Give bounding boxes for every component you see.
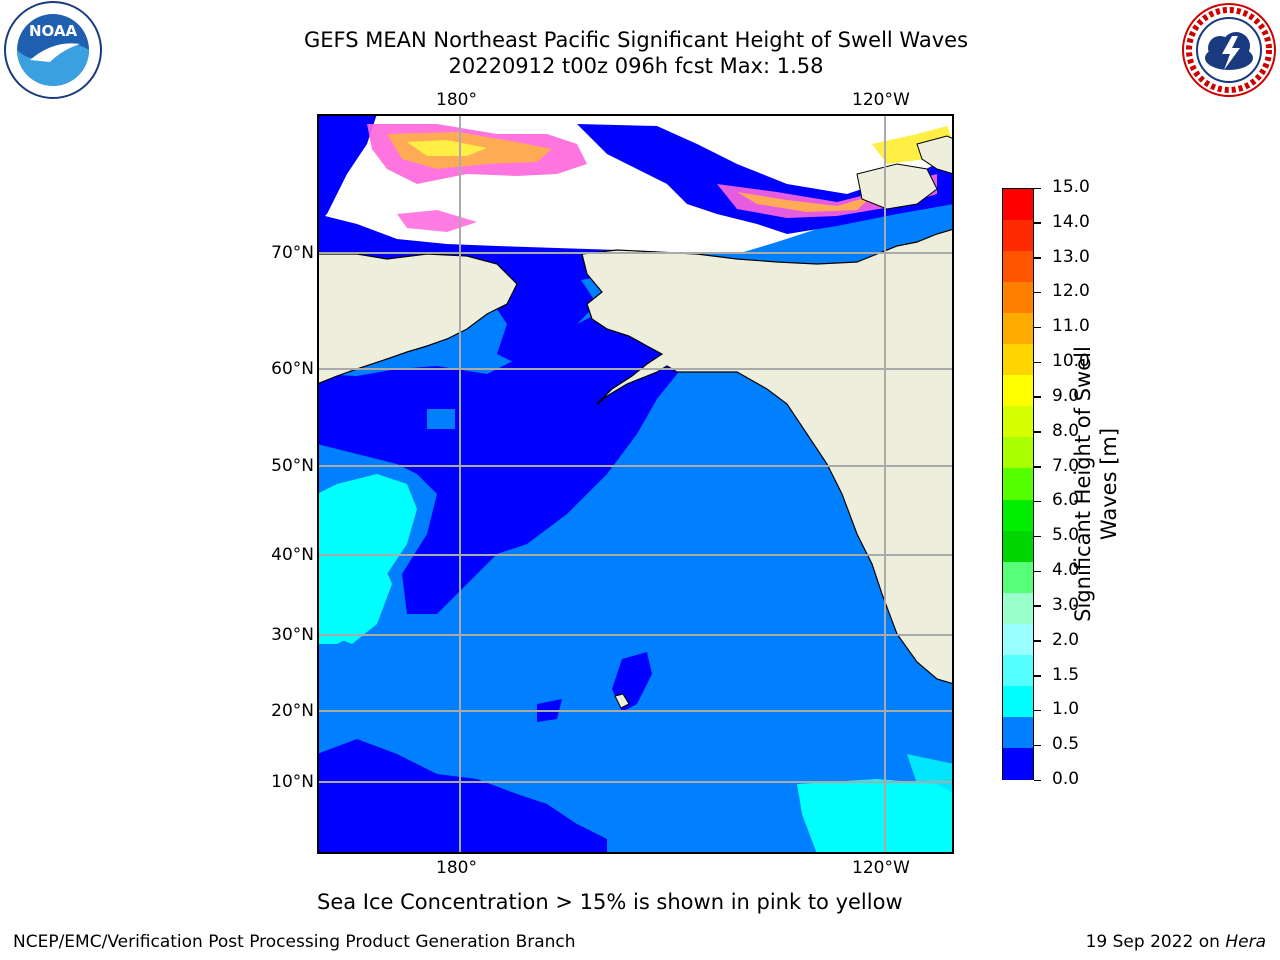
nws-logo	[1178, 0, 1280, 100]
colorbar-label-line1: Significant Height of Swell	[1071, 346, 1095, 622]
lat-label-10n: 10°N	[271, 772, 314, 792]
colorbar-segment	[1003, 499, 1033, 532]
lat-label-70n: 70°N	[271, 243, 314, 263]
colorbar-tick-label: 7.0	[1052, 455, 1080, 476]
lat-label-50n: 50°N	[271, 456, 314, 476]
colorbar-tick-mark	[1034, 744, 1041, 747]
sea-ice-orange-east	[737, 192, 872, 212]
colorbar-tick-label: 6.0	[1052, 490, 1080, 511]
colorbar-segment	[1003, 375, 1033, 408]
colorbar-tick-label: 5.0	[1052, 525, 1080, 546]
lat-label-20n: 20°N	[271, 701, 314, 721]
colorbar-tick-label: 4.0	[1052, 560, 1080, 581]
lat-label-40n: 40°N	[271, 545, 314, 565]
arctic-island-1	[856, 163, 938, 210]
colorbar-fill	[1003, 189, 1033, 781]
colorbar-tick-label: 1.5	[1052, 664, 1080, 685]
colorbar-tick-mark	[1034, 222, 1041, 224]
south-low-band	[317, 739, 607, 854]
lat-label-30n: 30°N	[271, 625, 314, 645]
swell-high-southeast-2	[907, 754, 954, 794]
colorbar-segment	[1003, 716, 1033, 750]
colorbar-tick-mark	[1034, 257, 1041, 259]
colorbar-segment	[1003, 344, 1033, 377]
sea-ice-yellow-west	[407, 140, 487, 156]
colorbar-segment	[1003, 592, 1033, 625]
colorbar-tick-label: 0.5	[1052, 734, 1080, 755]
colorbar-tick-label: 8.0	[1052, 420, 1080, 441]
noaa-logo-text: NOAA	[29, 22, 78, 40]
colorbar-tick-mark	[1034, 466, 1041, 468]
colorbar-tick-label: 13.0	[1052, 246, 1090, 267]
colorbar-tick-mark	[1034, 431, 1041, 433]
colorbar-segment	[1003, 623, 1033, 656]
colorbar-segment	[1003, 561, 1033, 594]
colorbar-segment	[1003, 189, 1033, 222]
hawaii-island	[614, 693, 630, 709]
colorbar-tick-label: 12.0	[1052, 281, 1090, 302]
lon-label-top-180: 180°	[436, 90, 477, 110]
colorbar-segment	[1003, 437, 1033, 470]
arctic-low-west	[317, 114, 377, 224]
page-subtitle: 20220912 t00z 096h fcst Max: 1.58	[448, 54, 824, 78]
colorbar-segment	[1003, 251, 1033, 284]
lon-label-bottom-180: 180°	[436, 858, 477, 878]
siberia-land	[316, 253, 518, 385]
colorbar-tick-mark	[1034, 605, 1041, 607]
swell-mid-patch	[427, 409, 455, 429]
colorbar-segment	[1003, 313, 1033, 346]
colorbar-tick-mark	[1034, 396, 1041, 398]
colorbar-tick-label: 9.0	[1052, 385, 1080, 406]
noaa-logo: NOAA	[0, 0, 106, 102]
colorbar-segment	[1003, 220, 1033, 253]
colorbar-segment	[1003, 406, 1033, 439]
footer-right: 19 Sep 2022 on Hera	[1086, 932, 1266, 952]
sea-ice-caption: Sea Ice Concentration > 15% is shown in …	[317, 890, 903, 914]
colorbar-segment	[1003, 747, 1033, 781]
colorbar-segment	[1003, 468, 1033, 501]
colorbar-tick-mark	[1034, 675, 1041, 677]
colorbar-label-line2: Waves [m]	[1097, 427, 1121, 541]
swell-high-southeast	[797, 779, 954, 854]
colorbar-tick-mark	[1034, 709, 1041, 712]
colorbar-tick-mark	[1034, 326, 1041, 329]
colorbar-tick-mark	[1034, 570, 1041, 573]
colorbar-segment	[1003, 530, 1033, 563]
map-panel	[316, 114, 955, 854]
swell-high-west-2	[317, 549, 392, 644]
colorbar-tick-label: 10.0	[1052, 351, 1090, 372]
north-america-land	[581, 228, 955, 685]
colorbar-tick-label: 3.0	[1052, 594, 1080, 615]
colorbar-tick-label: 15.0	[1052, 177, 1090, 197]
lon-label-top-120w: 120°W	[852, 90, 910, 110]
lat-label-60n: 60°N	[271, 359, 314, 379]
colorbar-tick-mark	[1034, 291, 1041, 294]
colorbar	[1002, 188, 1034, 781]
colorbar-tick-label: 0.0	[1052, 769, 1080, 789]
colorbar-tick-mark	[1034, 535, 1041, 538]
footer-date: 19 Sep 2022 on	[1085, 932, 1226, 952]
colorbar-tick-label: 2.0	[1052, 629, 1080, 650]
colorbar-segment	[1003, 685, 1033, 719]
colorbar-tick-label: 1.0	[1052, 699, 1080, 720]
colorbar-tick-mark	[1034, 187, 1041, 189]
map-frame	[317, 114, 954, 854]
colorbar-tick-label: 14.0	[1052, 211, 1090, 232]
graticule	[317, 114, 954, 854]
page-title: GEFS MEAN Northeast Pacific Significant …	[303, 28, 969, 52]
colorbar-tick-mark	[1034, 500, 1041, 503]
colorbar-tick-mark	[1034, 779, 1041, 781]
colorbar-tick-mark	[1034, 361, 1041, 364]
north-pacific-low	[317, 274, 757, 614]
colorbar-segment	[1003, 282, 1033, 315]
lon-label-bottom-120w: 120°W	[852, 858, 910, 878]
colorbar-tick-mark	[1034, 640, 1041, 642]
map-svg	[316, 114, 955, 854]
footer-machine: Hera	[1225, 932, 1266, 952]
sea-ice-pink-south	[397, 210, 477, 232]
colorbar-tick-label: 11.0	[1052, 316, 1090, 337]
footer-left: NCEP/EMC/Verification Post Processing Pr…	[13, 932, 576, 952]
colorbar-label: Significant Height of Swell Waves [m]	[1070, 334, 1130, 634]
colorbar-segment	[1003, 654, 1033, 687]
